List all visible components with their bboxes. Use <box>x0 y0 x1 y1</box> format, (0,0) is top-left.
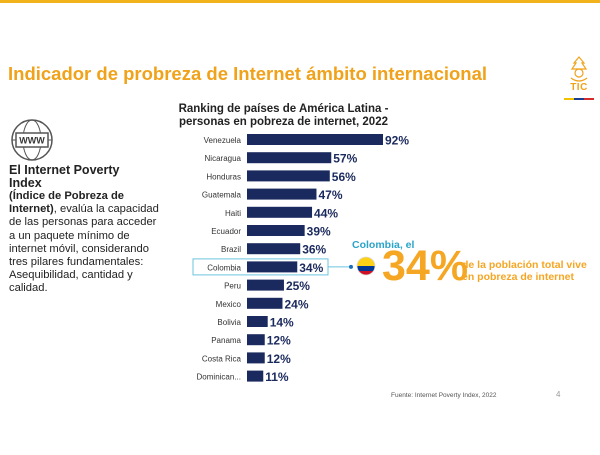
value-label: 56% <box>332 170 356 184</box>
bar <box>247 297 283 309</box>
value-label: 34% <box>299 261 323 275</box>
left-heading: El Internet Poverty Index <box>9 163 120 190</box>
www-text: WWW <box>19 136 45 146</box>
value-label: 39% <box>307 225 331 239</box>
bar <box>247 334 265 346</box>
category-label: Peru <box>224 282 241 291</box>
chart-title: Ranking de países de América Latina - pe… <box>178 103 389 128</box>
value-label: 12% <box>267 334 291 348</box>
category-label: Dominican... <box>197 373 241 382</box>
flag-stripe-yellow <box>564 98 574 100</box>
value-label: 11% <box>265 370 289 384</box>
category-label: Nicaragua <box>205 154 242 163</box>
top-accent-line <box>0 0 600 3</box>
category-label: Ecuador <box>211 227 241 236</box>
left-body-bold: (Índice de Pobreza de Internet) <box>9 190 125 216</box>
callout-value: 34% <box>382 242 469 290</box>
category-label: Honduras <box>206 172 241 181</box>
bar <box>247 316 268 327</box>
category-label: Brazil <box>221 245 241 254</box>
value-label: 57% <box>333 152 357 166</box>
bar <box>247 188 317 200</box>
left-body-text: , evalúa la capacidad de las personas pa… <box>9 203 159 295</box>
bar <box>247 170 330 182</box>
value-label: 12% <box>267 352 291 366</box>
value-label: 25% <box>286 279 310 293</box>
bar <box>247 370 264 382</box>
slide-title: Indicador de probreza de Internet ámbito… <box>8 63 488 84</box>
bar <box>247 279 284 291</box>
category-label: Venezuela <box>204 136 242 145</box>
category-label: Panama <box>211 336 241 345</box>
bar <box>247 352 265 364</box>
value-label: 36% <box>302 243 326 257</box>
value-label: 92% <box>385 134 409 148</box>
category-label: Costa Rica <box>202 354 242 363</box>
connector-dot <box>349 264 353 269</box>
crest-icon <box>570 56 588 82</box>
bar <box>247 134 383 145</box>
category-label: Colombia <box>207 263 241 272</box>
bar <box>247 243 301 255</box>
source-note: Fuente: Internet Poverty Index, 2022 <box>391 392 497 399</box>
category-label: Bolivia <box>217 318 241 327</box>
bar <box>247 261 298 273</box>
bar <box>247 152 332 164</box>
category-label: Haiti <box>225 209 241 218</box>
value-label: 44% <box>314 206 338 220</box>
bar <box>247 206 313 218</box>
callout-description: de la población total vive en pobreza de… <box>462 259 587 283</box>
category-label: Guatemala <box>202 191 242 200</box>
category-label: Mexico <box>216 300 242 309</box>
flag-stripe-blue <box>574 98 584 100</box>
callout-label: Colombia, el <box>352 239 415 251</box>
left-body: (Índice de Pobreza de Internet), evalúa … <box>9 190 159 296</box>
logo-text: TIC <box>570 82 588 93</box>
colombia-flag-icon <box>356 256 376 276</box>
value-label: 47% <box>318 188 342 202</box>
tic-logo: TIC <box>562 54 596 102</box>
www-browser-icon: WWW <box>11 119 53 161</box>
value-label: 24% <box>284 297 308 311</box>
value-label: 14% <box>270 316 294 330</box>
bar <box>247 225 305 236</box>
flag-stripe-red <box>584 98 594 100</box>
page-number: 4 <box>556 390 561 399</box>
